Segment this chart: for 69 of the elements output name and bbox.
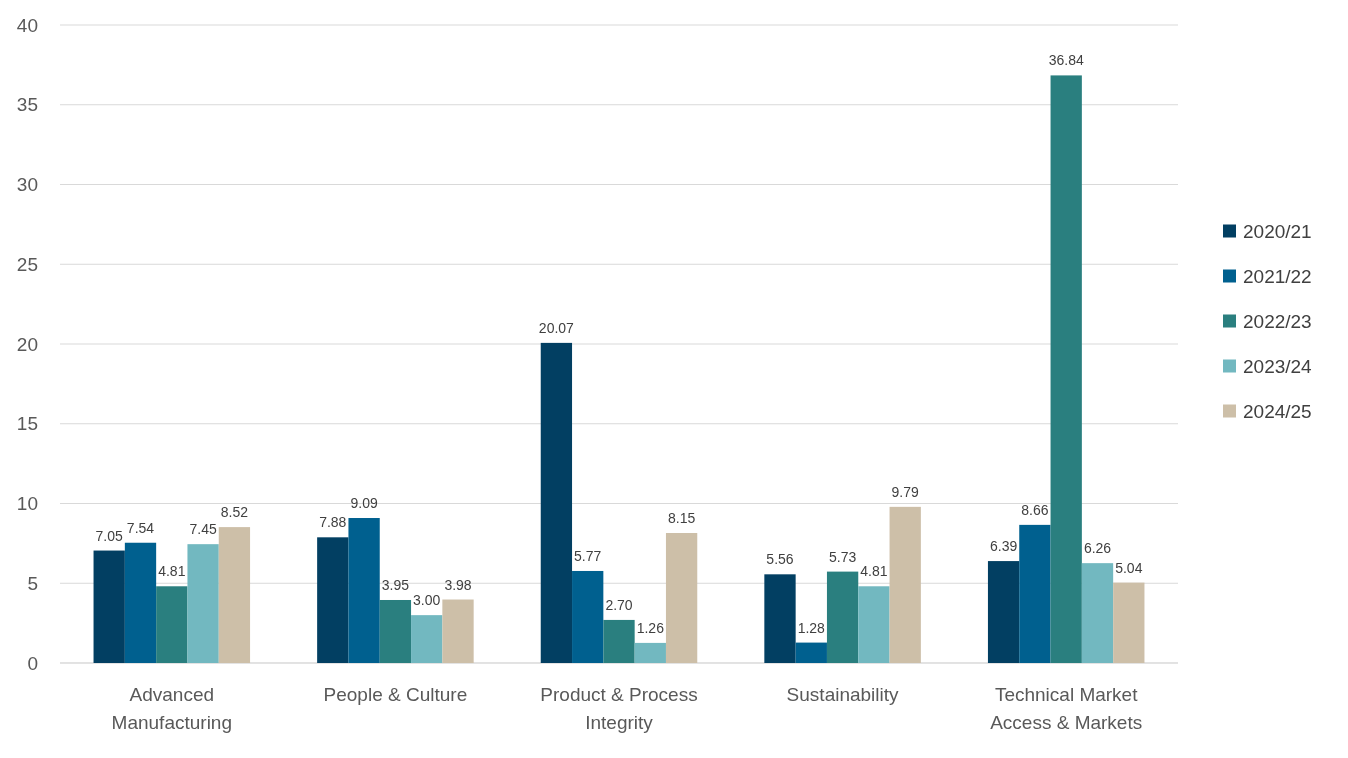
bar: [156, 586, 188, 663]
data-label: 36.84: [1048, 52, 1084, 69]
bar: [411, 615, 443, 663]
legend-label: 2020/21: [1243, 221, 1312, 243]
data-label: 5.56: [766, 551, 794, 568]
legend-label: 2022/23: [1243, 311, 1312, 333]
bar: [795, 642, 827, 663]
data-label: 8.15: [667, 510, 696, 527]
data-label: 7.88: [319, 514, 347, 531]
bar: [218, 527, 251, 663]
data-label: 20.07: [538, 319, 575, 336]
y-tick-label: 35: [16, 94, 38, 116]
x-tick-label: Technical Market Access & Markets: [990, 684, 1143, 733]
bar: [665, 533, 698, 663]
data-label: 4.81: [158, 563, 186, 580]
data-label: 2.70: [605, 596, 633, 613]
y-tick-label: 10: [16, 493, 38, 515]
data-label: 8.66: [1021, 501, 1049, 518]
bar: [1019, 524, 1051, 663]
data-label: 8.52: [220, 504, 249, 521]
bar: [826, 571, 859, 663]
legend-label: 2024/25: [1243, 401, 1312, 423]
bar: [348, 518, 380, 663]
data-label: 3.95: [381, 577, 410, 593]
data-label: 5.77: [574, 547, 602, 564]
bar: [1113, 582, 1145, 663]
data-label: 3.98: [444, 576, 472, 593]
data-label: 7.45: [189, 521, 217, 538]
data-label: 9.09: [350, 495, 378, 512]
y-tick-label: 20: [16, 333, 38, 355]
bar: [572, 570, 604, 663]
data-label: 1.28: [797, 619, 826, 636]
data-label: 4.81: [860, 563, 888, 580]
y-tick-label: 5: [27, 572, 38, 594]
bar: [93, 550, 125, 663]
data-label: 6.26: [1083, 540, 1112, 557]
data-label: 5.73: [828, 548, 857, 565]
bar: [858, 586, 890, 663]
legend-label: 2021/22: [1243, 266, 1312, 288]
x-tick-label: Advanced Manufacturing: [111, 684, 232, 733]
bar: [987, 561, 1020, 663]
bar: [379, 600, 412, 663]
bar: [603, 619, 635, 663]
data-label: 9.79: [891, 483, 920, 500]
data-label: 6.39: [989, 538, 1018, 555]
bar: [124, 542, 157, 663]
bar: [187, 544, 219, 663]
y-tick-label: 15: [16, 413, 38, 435]
bar: [764, 574, 796, 663]
y-tick-label: 25: [16, 253, 38, 275]
y-tick-label: 30: [16, 174, 38, 196]
bar: [317, 537, 349, 663]
data-label: 3.00: [413, 592, 441, 609]
bar: [1050, 75, 1082, 663]
bar: [540, 342, 573, 663]
data-label: 1.26: [636, 619, 665, 636]
x-tick-label: People & Culture: [323, 684, 468, 705]
data-label: 7.54: [126, 519, 155, 536]
bar: [889, 506, 921, 663]
bar: [634, 642, 666, 663]
bar: [1081, 563, 1114, 663]
bar: [442, 599, 474, 663]
data-label: 7.05: [95, 527, 124, 544]
x-tick-label: Sustainability: [786, 684, 900, 705]
x-tick-label: Product & Process Integrity: [540, 684, 698, 733]
y-tick-label: 40: [16, 14, 38, 36]
y-tick-label: 0: [27, 652, 38, 674]
legend-label: 2023/24: [1243, 356, 1313, 378]
data-label: 5.04: [1115, 559, 1143, 576]
